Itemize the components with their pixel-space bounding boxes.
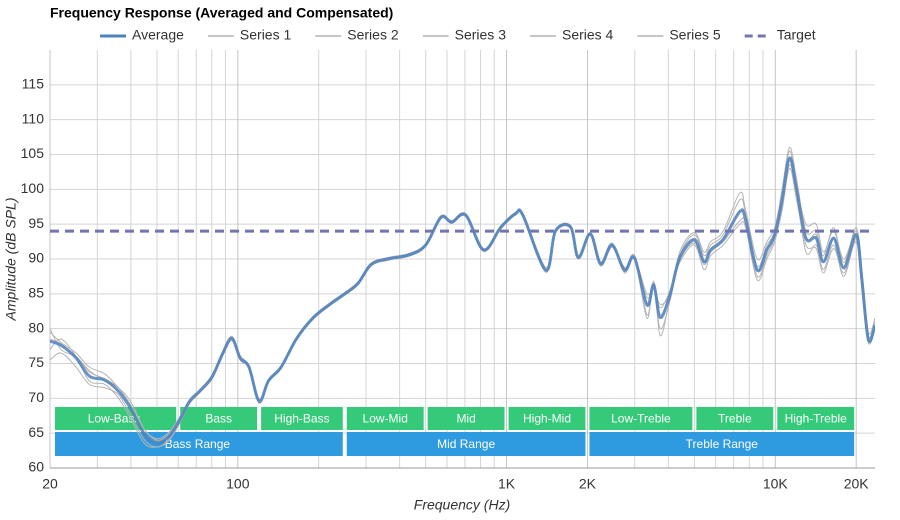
series-line [50,150,875,440]
band-label: Treble [718,412,752,426]
range [55,432,343,456]
band [261,407,343,430]
range [589,432,855,456]
series-line [50,156,875,445]
y-tick-label: 95 [28,215,44,231]
band [777,407,855,430]
y-tick-label: 85 [28,285,44,301]
x-tick-label: 10K [763,476,789,492]
x-tick-label: 100 [226,476,250,492]
band-label: Mid Range [437,437,495,451]
series-line [50,167,875,448]
legend-label: Series 3 [455,27,507,43]
x-axis-label: Frequency (Hz) [414,497,510,513]
y-tick-label: 100 [21,180,45,196]
band-label: Low-Bass [88,412,141,426]
chart-title: Frequency Response (Averaged and Compens… [50,5,393,21]
y-axis-label: Amplitude (dB SPL) [3,198,19,322]
y-tick-label: 90 [28,250,44,266]
legend-label: Average [132,27,184,43]
range [346,432,586,456]
y-tick-label: 70 [28,389,44,405]
y-tick-label: 60 [28,459,44,475]
band [346,407,424,430]
band [55,407,177,430]
band-label: High-Bass [274,412,329,426]
x-tick-label: 20K [844,476,870,492]
plot-lines [50,147,875,448]
legend-label: Target [777,27,816,43]
band-label: High-Mid [523,412,571,426]
series-line [50,157,875,443]
band [427,407,505,430]
series-line [50,164,875,448]
legend-label: Series 2 [347,27,399,43]
band-label: Bass Range [165,437,231,451]
y-tick-label: 65 [28,424,44,440]
x-tick-label: 20 [42,476,58,492]
y-tick-label: 110 [22,110,45,126]
legend-label: Series 5 [669,27,721,43]
band-label: High-Treble [785,412,848,426]
y-tick-label: 80 [28,319,44,335]
band [180,407,258,430]
y-tick-label: 75 [28,354,44,370]
y-tick-label: 115 [22,76,45,92]
band [696,407,774,430]
band-label: Bass [205,412,232,426]
band-label: Low-Mid [363,412,408,426]
band-label: Treble Range [686,437,759,451]
band [508,407,586,430]
band [589,407,693,430]
legend-label: Series 4 [562,27,614,43]
legend-label: Series 1 [240,27,292,43]
band-label: Mid [456,412,475,426]
x-tick-label: 1K [498,476,516,492]
y-tick-label: 105 [21,145,45,161]
band-label: Low-Treble [611,412,671,426]
x-tick-label: 2K [579,476,597,492]
